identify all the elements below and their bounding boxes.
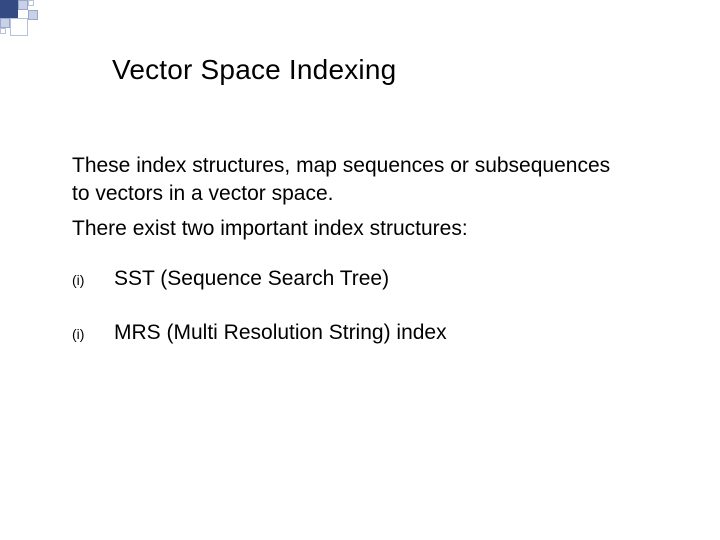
list-item-text: SST (Sequence Search Tree) bbox=[114, 265, 389, 293]
decor-square bbox=[10, 18, 28, 36]
list-marker: (i) bbox=[72, 325, 114, 344]
slide: Vector Space Indexing These index struct… bbox=[0, 0, 720, 540]
decor-square bbox=[28, 0, 34, 6]
slide-title: Vector Space Indexing bbox=[112, 54, 396, 86]
decor-square bbox=[28, 10, 38, 20]
paragraph-2: There exist two important index structur… bbox=[72, 215, 632, 243]
list-item: (i) SST (Sequence Search Tree) bbox=[72, 265, 632, 293]
list-item-text: MRS (Multi Resolution String) index bbox=[114, 319, 447, 347]
decor-square bbox=[0, 28, 6, 34]
corner-decoration bbox=[0, 0, 48, 44]
body-text: These index structures, map sequences or… bbox=[72, 152, 632, 374]
decor-square bbox=[18, 0, 28, 10]
list-item: (i) MRS (Multi Resolution String) index bbox=[72, 319, 632, 347]
paragraph-1: These index structures, map sequences or… bbox=[72, 152, 632, 209]
list-marker: (i) bbox=[72, 271, 114, 290]
decor-square bbox=[0, 18, 10, 28]
decor-square bbox=[0, 0, 18, 18]
